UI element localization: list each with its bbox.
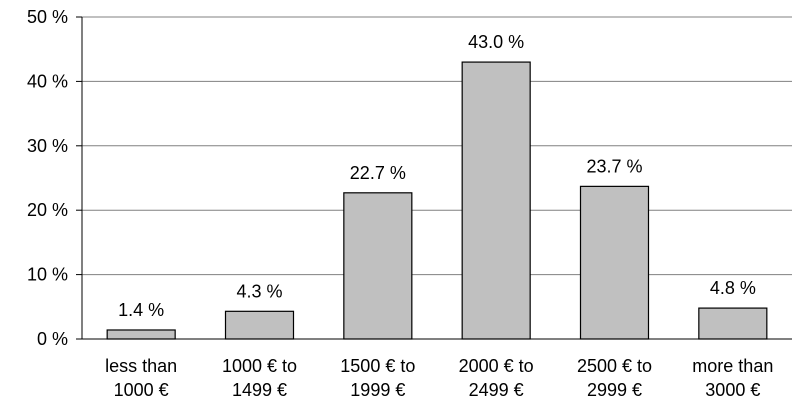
data-label: 43.0 % <box>468 32 524 52</box>
y-axis-tick-labels: 0 % 10 % 20 % 30 % 40 % 50 % <box>27 7 82 349</box>
bar <box>461 61 531 340</box>
category-label: 1999 € <box>350 380 405 400</box>
category-label: 1000 € to <box>222 356 297 376</box>
y-tick-label: 0 % <box>37 329 68 349</box>
axes <box>81 17 792 340</box>
category-label: 2999 € <box>587 380 642 400</box>
category-label: 1500 € to <box>340 356 415 376</box>
data-label: 23.7 % <box>586 156 642 176</box>
category-label: 2500 € to <box>577 356 652 376</box>
bar <box>224 310 295 340</box>
bar <box>343 192 413 340</box>
y-tick-label: 40 % <box>27 71 68 91</box>
category-label: 1499 € <box>232 380 287 400</box>
y-tick-label: 50 % <box>27 7 68 27</box>
category-label: 2000 € to <box>459 356 534 376</box>
bar <box>106 329 176 340</box>
gridlines <box>82 16 792 276</box>
bar <box>579 185 650 340</box>
category-label: 2499 € <box>469 380 524 400</box>
data-label: 4.3 % <box>236 281 282 301</box>
data-label: 22.7 % <box>350 163 406 183</box>
category-label: more than <box>692 356 773 376</box>
y-tick-label: 30 % <box>27 136 68 156</box>
y-tick-label: 10 % <box>27 265 68 285</box>
y-tick-label: 20 % <box>27 200 68 220</box>
data-labels: 1.4 % 4.3 % 22.7 % 43.0 % 23.7 % 4.8 % <box>118 32 756 320</box>
category-label: 1000 € <box>114 380 169 400</box>
bars <box>106 61 768 340</box>
x-axis-category-labels: less than 1000 € 1000 € to 1499 € 1500 € to 1… <box>105 356 773 400</box>
bar <box>698 307 768 340</box>
category-label: less than <box>105 356 177 376</box>
category-label: 3000 € <box>705 380 760 400</box>
data-label: 1.4 % <box>118 300 164 320</box>
data-label: 4.8 % <box>710 278 756 298</box>
